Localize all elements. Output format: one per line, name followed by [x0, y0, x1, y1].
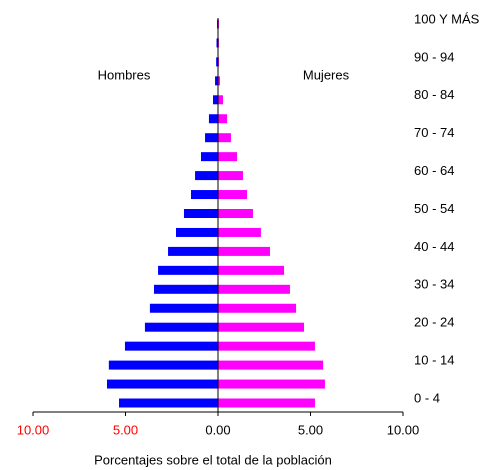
bar: [205, 133, 218, 143]
category-label: 0 - 4: [414, 390, 440, 405]
bar: [144, 322, 218, 332]
bar: [168, 246, 218, 256]
bar: [216, 38, 218, 48]
x-tick-label: 10.00: [17, 422, 50, 437]
bar: [195, 171, 218, 181]
category-label: 20 - 24: [414, 315, 454, 330]
bar: [158, 265, 218, 275]
category-label: 80 - 84: [414, 87, 454, 102]
category-label: 70 - 74: [414, 125, 454, 140]
x-tick-label: 10.00: [387, 422, 420, 437]
bar: [218, 152, 238, 162]
bar: [124, 341, 218, 351]
bar: [218, 227, 261, 237]
x-tick-label: 0.00: [205, 422, 230, 437]
bar: [108, 360, 218, 370]
bar: [218, 341, 315, 351]
bar: [218, 303, 297, 313]
category-label: 100 Y MÁS: [414, 11, 480, 26]
x-axis-label: Porcentajes sobre el total de la poblaci…: [94, 452, 332, 467]
bar: [218, 379, 325, 389]
bar: [149, 303, 218, 313]
bar: [216, 57, 218, 67]
bar: [107, 379, 218, 389]
x-tick-label: 5.00: [113, 422, 138, 437]
bar: [218, 171, 243, 181]
bar: [218, 190, 248, 200]
category-label: 50 - 54: [414, 201, 454, 216]
bar: [218, 209, 253, 218]
bar: [176, 227, 218, 237]
category-label: 10 - 14: [414, 353, 454, 368]
bar: [218, 360, 324, 370]
category-label: 30 - 34: [414, 277, 454, 292]
bar: [218, 76, 221, 86]
bar: [218, 95, 223, 105]
bar: [215, 76, 218, 86]
bar: [119, 398, 218, 408]
bar: [208, 114, 218, 124]
legend-label: Mujeres: [303, 67, 350, 82]
x-tick-label: 5.00: [298, 422, 323, 437]
bar: [183, 209, 218, 218]
category-label: 90 - 94: [414, 49, 454, 64]
bar: [218, 133, 231, 143]
bar: [190, 190, 218, 200]
bar: [218, 265, 285, 275]
bar: [218, 114, 228, 124]
bar: [153, 284, 218, 294]
bar: [213, 95, 218, 105]
category-label: 60 - 64: [414, 163, 454, 178]
bar: [218, 398, 315, 408]
legend-label: Hombres: [98, 67, 151, 82]
bar: [218, 284, 290, 294]
bar: [200, 152, 218, 162]
bar: [218, 246, 270, 256]
category-label: 40 - 44: [414, 239, 454, 254]
bar: [218, 322, 305, 332]
